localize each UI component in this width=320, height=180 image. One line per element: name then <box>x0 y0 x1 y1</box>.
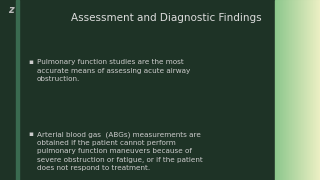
Bar <box>277 0 279 180</box>
Bar <box>275 0 276 180</box>
Bar <box>301 0 303 180</box>
Text: Arterial blood gas  (ABGs) measurements are
obtained if the patient cannot perfo: Arterial blood gas (ABGs) measurements a… <box>37 131 203 171</box>
Bar <box>318 0 320 180</box>
Bar <box>278 0 280 180</box>
Bar <box>293 0 294 180</box>
Bar <box>281 0 283 180</box>
Bar <box>300 0 301 180</box>
Bar <box>303 0 304 180</box>
Bar <box>276 0 277 180</box>
Bar <box>297 0 298 180</box>
Text: Pulmonary function studies are the most
accurate means of assessing acute airway: Pulmonary function studies are the most … <box>37 59 190 82</box>
Text: ▪: ▪ <box>29 59 34 65</box>
Bar <box>295 0 296 180</box>
Bar <box>306 0 307 180</box>
Bar <box>314 0 316 180</box>
Bar <box>304 0 305 180</box>
Bar <box>289 0 291 180</box>
Bar <box>289 0 290 180</box>
Bar <box>304 0 306 180</box>
Bar <box>296 0 298 180</box>
Bar <box>319 0 320 180</box>
Bar <box>302 0 303 180</box>
Text: Assessment and Diagnostic Findings: Assessment and Diagnostic Findings <box>71 13 262 23</box>
Bar <box>315 0 316 180</box>
Bar <box>286 0 287 180</box>
Bar <box>298 0 299 180</box>
Bar <box>312 0 313 180</box>
Bar <box>288 0 289 180</box>
Bar <box>305 0 307 180</box>
Text: z: z <box>8 5 14 15</box>
Bar <box>286 0 288 180</box>
Bar <box>283 0 284 180</box>
Bar <box>16 0 19 180</box>
Bar <box>309 0 310 180</box>
Bar <box>277 0 278 180</box>
Bar <box>298 0 300 180</box>
Bar <box>317 0 318 180</box>
Bar <box>282 0 283 180</box>
Bar <box>318 0 319 180</box>
Bar <box>299 0 300 180</box>
Bar <box>307 0 309 180</box>
Bar <box>310 0 312 180</box>
Bar <box>307 0 308 180</box>
Bar <box>300 0 302 180</box>
Bar <box>280 0 282 180</box>
Bar <box>313 0 315 180</box>
Bar <box>295 0 297 180</box>
Bar <box>284 0 285 180</box>
Bar <box>316 0 317 180</box>
Bar <box>292 0 293 180</box>
Bar <box>285 0 286 180</box>
Bar <box>280 0 281 180</box>
Bar <box>311 0 312 180</box>
Text: ▪: ▪ <box>29 131 34 137</box>
Bar <box>313 0 314 180</box>
Bar <box>287 0 289 180</box>
Bar <box>292 0 294 180</box>
Bar <box>290 0 292 180</box>
Bar <box>308 0 309 180</box>
Bar <box>309 0 311 180</box>
Bar <box>316 0 318 180</box>
Bar <box>291 0 292 180</box>
Bar <box>294 0 295 180</box>
Bar <box>284 0 285 180</box>
Bar <box>279 0 280 180</box>
